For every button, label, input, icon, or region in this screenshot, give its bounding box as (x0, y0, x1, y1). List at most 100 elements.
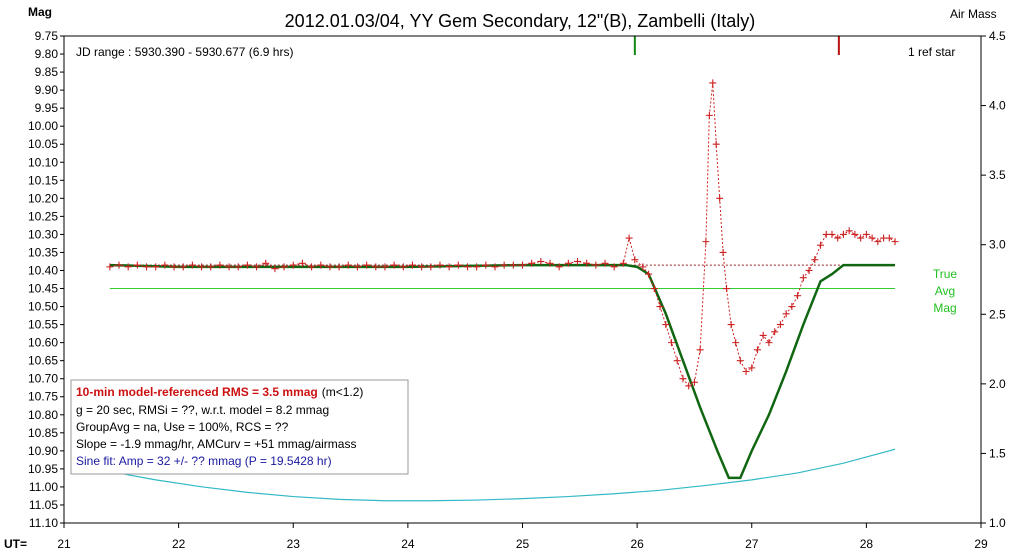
observation-point (243, 261, 251, 269)
observation-point (679, 375, 687, 383)
observation-point (198, 263, 206, 271)
y-tick-label: 10.95 (28, 462, 58, 476)
observation-point (817, 241, 825, 249)
x-tick-label: 21 (57, 537, 71, 551)
y2-tick-label: 1.0 (989, 516, 1006, 530)
info-box-frame (70, 379, 409, 475)
observation-point (133, 261, 141, 269)
observation-point (555, 263, 563, 271)
observation-point (583, 259, 591, 267)
y-tick-label: 10.35 (28, 245, 58, 259)
model-curve (109, 263, 896, 480)
observation-point (656, 303, 664, 311)
info-rms-bold: 10-min model-referenced RMS = 3.5 mmag (76, 385, 318, 399)
observation-point (463, 263, 471, 271)
true-avg-label-1: True (933, 267, 958, 281)
observation-point (344, 261, 352, 269)
x-tick-label: 27 (745, 537, 759, 551)
observation-point (353, 263, 361, 271)
observation-point (500, 261, 508, 269)
info-line-4: Slope = -1.9 mmag/hr, AMCurv = +51 mmag/… (76, 437, 356, 451)
observation-point (794, 292, 802, 300)
observation-point (271, 265, 279, 273)
y-tick-label: 10.20 (28, 191, 58, 205)
observation-point (857, 234, 865, 242)
y-tick-label: 9.75 (35, 29, 59, 43)
observation-point (662, 321, 670, 329)
observation-point (564, 259, 572, 267)
observation-point (473, 263, 481, 271)
observation-point (124, 263, 132, 271)
y2-axis-ticks: 1.0 1.5 2.0 2.5 3.0 3.5 4.0 4.5 (981, 29, 1006, 530)
observation-point (782, 310, 790, 318)
info-line-3: GroupAvg = na, Use = 100%, RCS = ?? (76, 420, 289, 434)
observation-point (280, 263, 288, 271)
observation-point (673, 357, 681, 365)
observation-point (491, 263, 499, 271)
observation-point (851, 230, 859, 238)
y-tick-label: 10.80 (28, 408, 58, 422)
observation-point (639, 263, 647, 271)
chart-title: 2012.01.03/04, YY Gem Secondary, 12"(B),… (285, 11, 756, 31)
observation-point (207, 263, 215, 271)
observation-point (874, 238, 882, 246)
jd-range-text: JD range : 5930.390 - 5930.677 (6.9 hrs) (76, 45, 293, 59)
observation-point (759, 331, 767, 339)
observation-point (225, 263, 233, 271)
info-rms-line: 10-min model-referenced RMS = 3.5 mmag (m… (76, 385, 363, 399)
observation-point (705, 111, 713, 119)
observation-point (298, 259, 306, 267)
y2-tick-label: 2.0 (989, 377, 1006, 391)
y-tick-label: 10.10 (28, 155, 58, 169)
info-line-5: Sine fit: Amp = 32 +/- ?? mmag (P = 19.5… (76, 454, 332, 468)
observation-point (427, 263, 435, 271)
y-tick-label: 10.55 (28, 318, 58, 332)
y-tick-label: 10.25 (28, 209, 58, 223)
observation-point (418, 263, 426, 271)
airmass-curve (109, 448, 896, 502)
observation-point (716, 194, 724, 202)
observation-point (519, 261, 526, 269)
x-tick-label: 25 (516, 537, 530, 551)
y-tick-label: 9.90 (35, 83, 59, 97)
y2-axis-label: Air Mass (950, 7, 997, 21)
observation-point (828, 230, 836, 238)
observation-point (326, 263, 334, 271)
y-tick-label: 11.10 (29, 516, 58, 530)
observation-point (732, 339, 740, 347)
observation-point (645, 270, 653, 278)
observation-point (216, 261, 224, 269)
observation-point (862, 230, 870, 238)
observation-point (748, 364, 756, 372)
observation-point (727, 321, 735, 329)
observation-point (690, 378, 698, 386)
observation-point (115, 261, 123, 269)
observation-point (161, 261, 169, 269)
observation-point (839, 230, 847, 238)
y2-tick-label: 3.5 (989, 168, 1006, 182)
observation-point (363, 261, 371, 269)
observation-point (776, 321, 784, 329)
observation-point (592, 261, 600, 269)
observation-point (170, 263, 178, 271)
observation-point (619, 259, 627, 267)
observation-point (753, 346, 761, 354)
y-tick-label: 11.00 (29, 480, 58, 494)
observation-point (399, 263, 407, 271)
observation-point (631, 256, 639, 264)
y-tick-label: 10.90 (28, 444, 58, 458)
observation-point (143, 263, 151, 271)
y-axis-ticks: 9.75 9.80 9.85 9.90 9.95 10.00 10.05 10.10 10.15… (28, 29, 64, 530)
observation-point (482, 261, 490, 269)
observation-point (696, 346, 704, 354)
observation-point (179, 263, 187, 271)
series-layer (106, 36, 899, 502)
observation-point (188, 261, 196, 269)
observation-point (445, 263, 453, 271)
observation-point (685, 382, 693, 390)
observation-point (712, 140, 720, 148)
y-tick-label: 10.60 (28, 336, 58, 350)
observation-point (509, 261, 517, 269)
observation-point (771, 328, 779, 336)
observation-point (723, 285, 731, 293)
